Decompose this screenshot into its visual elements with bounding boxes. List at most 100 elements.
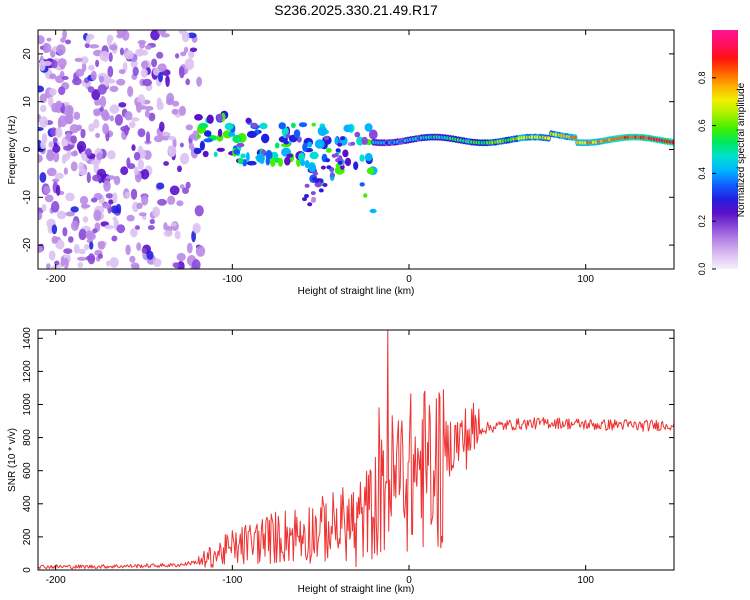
spectrogram-cell — [102, 203, 111, 209]
spectrogram-cell — [310, 191, 316, 196]
spectrogram-cell — [97, 253, 103, 259]
spectrogram-cell — [124, 191, 131, 199]
spectrogram-cell — [255, 153, 265, 163]
colorbar: 0.0 0.2 0.4 0.6 0.8 Normalized spectral ampl… — [697, 30, 747, 275]
spectrogram-cell — [88, 123, 95, 132]
spectrogram-cell — [80, 128, 86, 139]
spectrogram-cell — [118, 102, 127, 108]
snr-series-line — [38, 330, 674, 570]
spectrogram-cell — [222, 130, 233, 139]
spectrogram-cell — [304, 183, 310, 188]
spectrogram-cell — [274, 142, 280, 149]
spectrogram-cell — [141, 60, 149, 69]
spectrogram-cell — [56, 44, 66, 56]
spectrogram-cell — [60, 256, 65, 267]
spectrogram-cell — [203, 130, 212, 137]
spectrogram-cell — [137, 128, 146, 138]
spectrogram-cell — [55, 184, 61, 196]
spectrogram-cell — [169, 185, 180, 196]
spectrogram-cell — [138, 212, 147, 217]
spectrogram-cell — [57, 58, 67, 68]
spectrogram-cell — [90, 70, 97, 81]
spectrogram-cell — [176, 200, 184, 207]
spectrogram-cell — [97, 241, 106, 250]
spectrogram-xtick-label: 0 — [406, 274, 412, 285]
spectrogram-cell — [73, 111, 81, 121]
spectrogram-cell — [48, 250, 56, 261]
spectrogram-cell — [167, 195, 176, 205]
spectrogram-cell — [48, 96, 54, 108]
spectrogram-cell — [68, 236, 74, 243]
spectrogram-cell — [152, 206, 161, 218]
spectrogram-cell — [81, 62, 87, 72]
spectrogram-cell — [189, 134, 196, 140]
spectrogram-cell — [337, 160, 343, 165]
spectrogram-cell — [203, 138, 213, 143]
spectrogram-cell — [77, 262, 84, 268]
spectrogram-cell — [156, 182, 165, 190]
spectrogram-cell — [131, 144, 136, 152]
spectrogram-cell — [90, 197, 98, 203]
spectrogram-cell — [185, 78, 190, 86]
spectrogram-cell — [246, 160, 257, 166]
spectrogram-cell — [104, 224, 114, 230]
spectrogram-cell — [65, 211, 75, 217]
spectrogram-cell — [108, 52, 113, 63]
spectrogram-cell — [44, 194, 54, 203]
spectrogram-cell — [320, 165, 326, 170]
spectrogram-cell — [186, 242, 193, 254]
colorbar-tick-label: 0.4 — [697, 167, 707, 180]
spectrogram-cell — [74, 57, 83, 63]
spectrogram-cell — [313, 171, 319, 176]
spectrogram-cell — [71, 220, 79, 232]
spectrogram-cell — [140, 49, 149, 56]
spectrogram-cell — [124, 50, 134, 60]
spectrogram-cell — [115, 203, 122, 214]
spectrogram-cell — [151, 58, 158, 68]
spectrogram-cell — [335, 148, 341, 153]
spectrogram-cell — [300, 159, 305, 167]
spectrogram-cell — [240, 153, 246, 159]
snr-ylabel: SNR (10 * v/v) — [7, 428, 18, 492]
spectrogram-cell — [85, 230, 94, 240]
spectrogram-cell — [308, 163, 317, 173]
spectrogram-cell — [281, 143, 291, 148]
spectrogram-cell — [38, 35, 45, 45]
spectrogram-cell — [307, 141, 313, 148]
spectrogram-cell — [63, 257, 69, 269]
spectrogram-cell — [144, 109, 150, 118]
spectrogram-cell — [278, 157, 283, 167]
spectrogram-cell — [85, 36, 91, 44]
spectrogram-cell — [40, 104, 47, 113]
spectrogram-cell — [43, 185, 51, 195]
spectrogram-cell — [172, 100, 180, 107]
spectrogram-cell — [175, 53, 180, 59]
spectrogram-cell — [361, 136, 368, 145]
spectrogram-cell — [293, 129, 301, 139]
spectrogram-cell — [363, 193, 368, 198]
figure-title: S236.2025.330.21.49.R17 — [274, 2, 438, 18]
spectrogram-cell — [135, 101, 142, 113]
spectrogram-cell — [213, 151, 218, 158]
spectrogram-cell — [325, 147, 332, 153]
spectrogram-cell — [176, 252, 186, 262]
spectrogram-cell — [344, 157, 352, 167]
spectrogram-cell — [54, 172, 64, 180]
spectrogram-cell — [46, 150, 55, 162]
spectrogram-cell — [322, 183, 328, 187]
spectrogram-cell — [283, 140, 289, 145]
spectrogram-cell — [48, 141, 54, 149]
spectrogram-cell — [359, 182, 365, 187]
spectrogram-cell — [113, 175, 121, 186]
spectrogram-cell — [99, 50, 110, 62]
spectrogram-cell — [55, 127, 63, 138]
spectrogram-cell — [185, 181, 191, 189]
spectrogram-cell — [188, 142, 194, 151]
spectrogram-cell — [311, 122, 316, 127]
spectrogram-cell — [168, 145, 177, 157]
spectrogram-cell — [41, 204, 47, 212]
spectrogram-cell — [369, 208, 377, 214]
colorbar-tick-label: 0.8 — [697, 72, 707, 85]
